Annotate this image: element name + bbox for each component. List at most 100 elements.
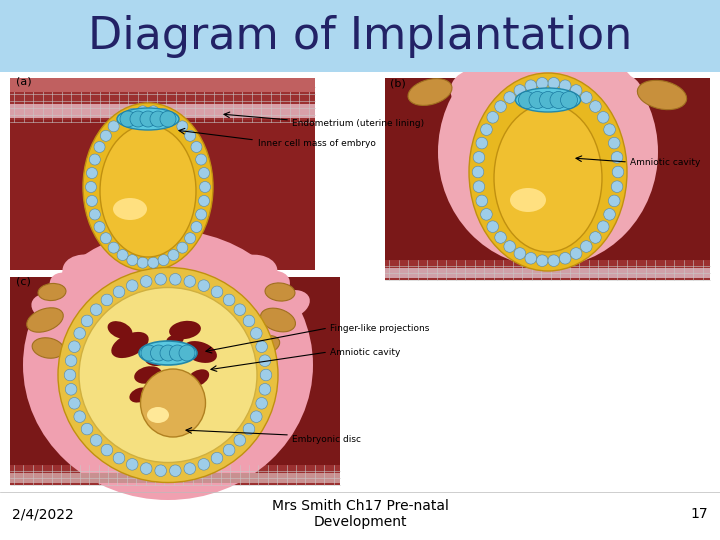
- Circle shape: [158, 109, 169, 119]
- Circle shape: [570, 248, 582, 259]
- Circle shape: [113, 286, 125, 298]
- Circle shape: [160, 111, 176, 127]
- Ellipse shape: [117, 108, 179, 130]
- Bar: [0, 0, 720, 72]
- Circle shape: [91, 304, 102, 315]
- Circle shape: [89, 154, 100, 165]
- Circle shape: [504, 92, 516, 103]
- Circle shape: [117, 249, 128, 260]
- Circle shape: [548, 78, 559, 89]
- Bar: [10, 78, 315, 270]
- Ellipse shape: [112, 332, 149, 358]
- Circle shape: [81, 315, 93, 327]
- Circle shape: [234, 304, 246, 315]
- Ellipse shape: [637, 80, 687, 110]
- Ellipse shape: [134, 366, 162, 384]
- Circle shape: [155, 465, 166, 476]
- Circle shape: [196, 154, 207, 165]
- Circle shape: [256, 341, 267, 353]
- Circle shape: [598, 221, 609, 232]
- Ellipse shape: [38, 284, 66, 301]
- Ellipse shape: [130, 387, 150, 403]
- Circle shape: [127, 458, 138, 470]
- Circle shape: [184, 275, 196, 287]
- Circle shape: [66, 355, 77, 367]
- Circle shape: [191, 221, 202, 233]
- Text: Finger-like projections: Finger-like projections: [330, 324, 429, 333]
- Ellipse shape: [510, 188, 546, 212]
- Ellipse shape: [79, 287, 257, 462]
- Circle shape: [100, 130, 112, 141]
- Circle shape: [234, 435, 246, 446]
- Circle shape: [141, 345, 157, 361]
- Circle shape: [550, 91, 567, 109]
- Ellipse shape: [147, 407, 169, 423]
- Circle shape: [260, 369, 272, 381]
- Circle shape: [199, 181, 210, 192]
- Circle shape: [559, 80, 571, 91]
- Circle shape: [548, 255, 559, 267]
- Text: 2/4/2022: 2/4/2022: [12, 507, 73, 521]
- Circle shape: [68, 341, 80, 353]
- Circle shape: [476, 137, 487, 149]
- Circle shape: [211, 453, 222, 464]
- Circle shape: [150, 345, 166, 361]
- Circle shape: [612, 166, 624, 178]
- Ellipse shape: [238, 271, 290, 309]
- Circle shape: [140, 463, 152, 475]
- Circle shape: [191, 141, 202, 152]
- Circle shape: [184, 233, 196, 244]
- Circle shape: [198, 280, 210, 292]
- Circle shape: [86, 181, 96, 192]
- Circle shape: [64, 369, 76, 381]
- Circle shape: [570, 85, 582, 96]
- Circle shape: [169, 465, 181, 476]
- Circle shape: [86, 195, 97, 206]
- Ellipse shape: [107, 321, 132, 339]
- Circle shape: [108, 121, 119, 132]
- Circle shape: [251, 328, 262, 339]
- Ellipse shape: [169, 321, 201, 339]
- Circle shape: [559, 253, 571, 264]
- Circle shape: [608, 137, 620, 149]
- Circle shape: [504, 241, 516, 252]
- Circle shape: [168, 113, 179, 124]
- Bar: [385, 78, 710, 280]
- Circle shape: [184, 463, 196, 475]
- Circle shape: [74, 411, 86, 422]
- Circle shape: [580, 241, 592, 252]
- Bar: [10, 277, 340, 485]
- Circle shape: [169, 273, 181, 285]
- Circle shape: [127, 280, 138, 292]
- Text: 17: 17: [690, 507, 708, 521]
- Circle shape: [169, 345, 186, 361]
- Text: Embryonic disc: Embryonic disc: [292, 435, 361, 444]
- Circle shape: [525, 253, 536, 264]
- Ellipse shape: [266, 290, 310, 320]
- Circle shape: [536, 78, 548, 89]
- Ellipse shape: [261, 308, 295, 332]
- Circle shape: [148, 106, 158, 117]
- Circle shape: [158, 254, 169, 266]
- Circle shape: [598, 112, 609, 123]
- Circle shape: [518, 91, 536, 109]
- Circle shape: [539, 91, 557, 109]
- Circle shape: [608, 195, 620, 207]
- Circle shape: [590, 232, 601, 244]
- Circle shape: [495, 232, 506, 244]
- Ellipse shape: [32, 293, 73, 322]
- Ellipse shape: [558, 71, 642, 125]
- Bar: [385, 260, 710, 280]
- Ellipse shape: [58, 267, 278, 483]
- Ellipse shape: [139, 341, 197, 365]
- Circle shape: [117, 113, 128, 124]
- Bar: [10, 104, 315, 118]
- Bar: [385, 268, 710, 278]
- Circle shape: [108, 242, 119, 253]
- Circle shape: [177, 121, 188, 132]
- Circle shape: [487, 112, 498, 123]
- Ellipse shape: [100, 125, 196, 257]
- Circle shape: [140, 275, 152, 287]
- Circle shape: [138, 257, 148, 268]
- Circle shape: [138, 106, 148, 117]
